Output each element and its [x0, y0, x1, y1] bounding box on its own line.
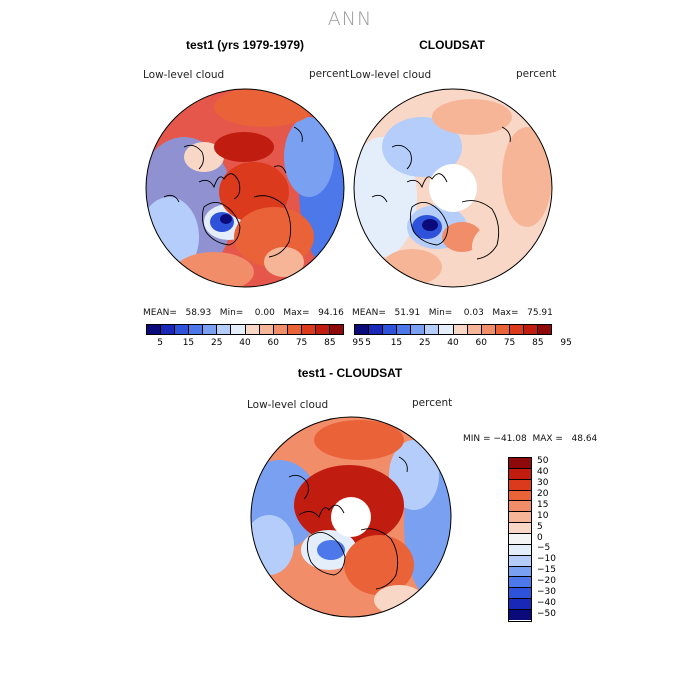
left-units-label: percent [309, 68, 350, 80]
colorbar-tick-label: −50 [537, 608, 556, 619]
colorbar-swatch [231, 325, 246, 334]
colorbar-tick-label: 95 [352, 338, 364, 348]
colorbar-swatch [509, 610, 531, 620]
colorbar-swatch [509, 588, 531, 600]
left-polar-map [145, 88, 345, 288]
colorbar-swatch [175, 325, 190, 334]
colorbar-swatch [509, 512, 531, 524]
diff-polar-map [250, 416, 452, 618]
colorbar-swatch [273, 325, 288, 334]
right-panel-title: CLOUDSAT [419, 38, 485, 52]
colorbar-tick-label: −40 [537, 597, 556, 608]
colorbar-swatch [509, 479, 531, 491]
colorbar-swatch [425, 325, 440, 334]
colorbar-tick-label: 50 [537, 456, 549, 467]
colorbar-swatch [203, 325, 218, 334]
colorbar-tick-label: 40 [537, 467, 549, 478]
right-colorbar-labels: 5 15 25 40 60 75 85 95 [354, 338, 572, 350]
colorbar-swatch [453, 325, 468, 334]
colorbar-swatch [330, 325, 344, 334]
diff-variable-label: Low-level cloud [247, 399, 329, 411]
right-polar-map [353, 88, 553, 288]
colorbar-swatch [217, 325, 232, 334]
colorbar-swatch [509, 458, 531, 469]
right-colorbar [354, 324, 552, 335]
colorbar-tick-label: 15 [182, 338, 195, 348]
colorbar-swatch [287, 325, 302, 334]
colorbar-swatch [315, 325, 331, 334]
colorbar-swatch [509, 468, 531, 480]
colorbar-tick-label: 25 [210, 338, 223, 348]
colorbar-swatch [411, 325, 426, 334]
colorbar-swatch [481, 325, 496, 334]
colorbar-swatch [259, 325, 274, 334]
figure-title: ANN [327, 8, 373, 30]
colorbar-tick-label: −10 [537, 554, 556, 565]
diff-panel-title: test1 - CLOUDSAT [297, 366, 403, 380]
colorbar-tick-label: −30 [537, 586, 556, 597]
colorbar-tick-label: 5 [365, 338, 372, 348]
right-stats: MEAN= 51.91 Min= 0.03 Max= 75.91 [352, 308, 553, 318]
colorbar-swatch [495, 325, 510, 334]
colorbar-tick-label: 40 [239, 338, 251, 348]
colorbar-tick-label: 5 [537, 521, 543, 532]
colorbar-tick-label: 30 [537, 478, 549, 489]
colorbar-tick-label: 10 [537, 510, 549, 521]
colorbar-tick-label: 75 [295, 338, 308, 348]
colorbar-tick-label: 0 [537, 532, 543, 543]
colorbar-swatch [383, 325, 398, 334]
colorbar-swatch [509, 534, 531, 545]
colorbar-swatch [509, 566, 531, 578]
colorbar-swatch [161, 325, 176, 334]
colorbar-swatch [509, 599, 531, 611]
left-colorbar-labels: 5 15 25 40 60 75 85 95 [146, 338, 364, 350]
colorbar-swatch [301, 325, 316, 334]
left-variable-label: Low-level cloud [143, 69, 225, 81]
colorbar-tick-label: 20 [537, 489, 549, 500]
colorbar-tick-label: 75 [503, 338, 516, 348]
colorbar-tick-label: 60 [267, 338, 280, 348]
colorbar-swatch [509, 544, 531, 556]
right-variable-label: Low-level cloud [350, 69, 432, 81]
colorbar-swatch [509, 577, 531, 589]
colorbar-swatch [509, 490, 531, 502]
colorbar-swatch [189, 325, 204, 334]
colorbar-swatch [509, 501, 531, 513]
colorbar-swatch [509, 523, 531, 535]
colorbar-tick-label: −20 [537, 575, 556, 586]
diff-minmax: MIN = −41.08 MAX = 48.64 [463, 434, 598, 444]
colorbar-tick-label: −15 [537, 565, 556, 576]
left-stats: MEAN= 58.93 Min= 0.00 Max= 94.16 [143, 308, 344, 318]
colorbar-tick-label: 25 [418, 338, 431, 348]
colorbar-tick-label: −5 [537, 543, 551, 554]
colorbar-swatch [467, 325, 482, 334]
colorbar-swatch [439, 325, 454, 334]
colorbar-swatch [509, 555, 531, 567]
colorbar-swatch [538, 325, 552, 334]
colorbar-tick-label: 95 [560, 338, 572, 348]
colorbar-swatch [509, 325, 524, 334]
diff-units-label: percent [412, 397, 453, 409]
colorbar-tick-label: 85 [532, 338, 544, 348]
colorbar-tick-label: 40 [447, 338, 459, 348]
colorbar-tick-label: 15 [390, 338, 403, 348]
diff-colorbar-labels: 50 40 30 20 15 10 5 0 −5 −10 −15 −20 −30 −40 −50 [537, 456, 577, 620]
colorbar-tick-label: 85 [324, 338, 336, 348]
diff-colorbar [508, 457, 532, 622]
colorbar-tick-label: 5 [157, 338, 164, 348]
colorbar-swatch [523, 325, 539, 334]
colorbar-swatch [369, 325, 384, 334]
left-panel-title: test1 (yrs 1979-1979) [185, 38, 305, 52]
colorbar-tick-label: 15 [537, 499, 549, 510]
colorbar-swatch [147, 325, 162, 334]
left-colorbar [146, 324, 344, 335]
colorbar-swatch [397, 325, 412, 334]
colorbar-swatch [355, 325, 370, 334]
colorbar-tick-label: 60 [475, 338, 488, 348]
colorbar-swatch [245, 325, 260, 334]
right-units-label: percent [516, 68, 557, 80]
